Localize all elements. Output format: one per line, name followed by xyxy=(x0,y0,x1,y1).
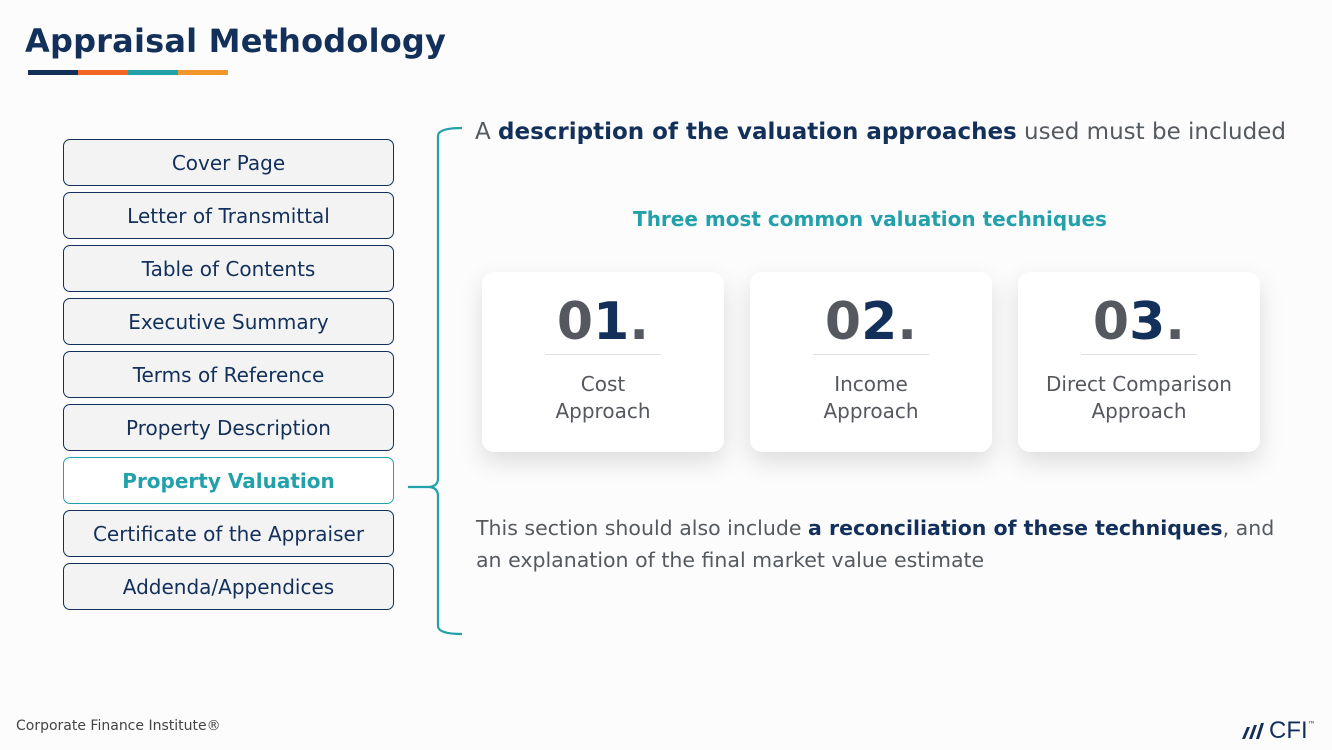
curly-bracket xyxy=(408,126,463,636)
cfi-stripes-icon xyxy=(1242,723,1264,739)
techniques-heading: Three most common valuation techniques xyxy=(633,207,1107,231)
intro-text: A description of the valuation approache… xyxy=(475,119,1286,145)
section-addenda-appendices[interactable]: Addenda/Appendices xyxy=(63,563,394,610)
technique-card-direct-comparison: 03. Direct Comparison Approach xyxy=(1018,272,1260,452)
section-executive-summary[interactable]: Executive Summary xyxy=(63,298,394,345)
cfi-logo: CFI ™ xyxy=(1240,717,1316,745)
technique-card-income: 02. Income Approach xyxy=(750,272,992,452)
section-cover-page[interactable]: Cover Page xyxy=(63,139,394,186)
section-letter-of-transmittal[interactable]: Letter of Transmittal xyxy=(63,192,394,239)
footer-copyright: Corporate Finance Institute® xyxy=(16,718,221,734)
reconciliation-text: This section should also include a recon… xyxy=(476,516,1275,572)
section-table-of-contents[interactable]: Table of Contents xyxy=(63,245,394,292)
section-certificate-of-appraiser[interactable]: Certificate of the Appraiser xyxy=(63,510,394,557)
page-title: Appraisal Methodology xyxy=(25,22,447,60)
section-property-description[interactable]: Property Description xyxy=(63,404,394,451)
report-sections-list: Cover Page Letter of Transmittal Table o… xyxy=(63,139,394,616)
title-underline xyxy=(28,70,228,75)
section-property-valuation[interactable]: Property Valuation xyxy=(63,457,394,504)
section-terms-of-reference[interactable]: Terms of Reference xyxy=(63,351,394,398)
technique-card-cost: 01. Cost Approach xyxy=(482,272,724,452)
